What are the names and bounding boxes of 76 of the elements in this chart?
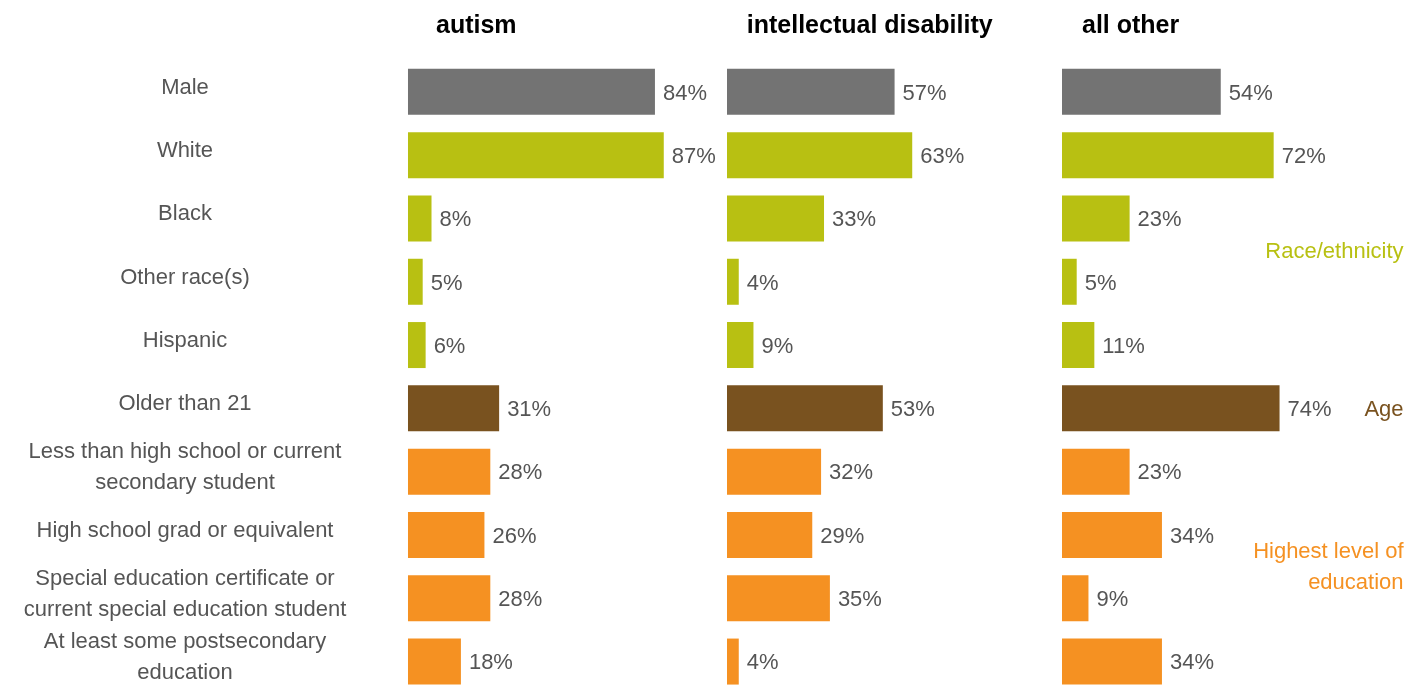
bar: [1062, 258, 1077, 305]
bar: [726, 638, 739, 685]
data-label: 53%: [890, 396, 935, 422]
bar: [1062, 511, 1162, 558]
y-tick-label: White: [156, 136, 214, 162]
data-label: 34%: [1169, 649, 1214, 675]
data-label: 9%: [761, 332, 794, 358]
bar: [1062, 448, 1130, 495]
bar: [407, 385, 500, 432]
bar: [1062, 575, 1089, 622]
data-label: 28%: [498, 586, 543, 612]
data-label: 23%: [1137, 206, 1182, 232]
bar: [407, 322, 426, 369]
y-tick-label: High school grad or equivalent: [36, 516, 334, 542]
bar: [1062, 322, 1095, 369]
y-tick-label: Less than high school or current secondary student: [28, 437, 342, 494]
bar: [407, 68, 655, 115]
bar: [726, 258, 739, 305]
bar: [726, 385, 883, 432]
y-tick-label: Hispanic: [142, 326, 228, 352]
data-label: 34%: [1169, 522, 1214, 548]
data-label: 63%: [919, 142, 964, 168]
bar: [726, 195, 824, 242]
bar: [407, 258, 423, 305]
data-label: 29%: [820, 522, 865, 548]
bar: [1062, 68, 1221, 115]
bar: [407, 638, 461, 685]
bar: [1062, 132, 1274, 179]
bar: [726, 575, 830, 622]
bar: [407, 575, 491, 622]
data-label: 9%: [1096, 586, 1129, 612]
annotation: Highest level of education: [1252, 537, 1404, 597]
y-tick-label: Special education certificate or current special education student: [23, 564, 347, 621]
data-label: 32%: [828, 459, 873, 485]
data-label: 87%: [671, 142, 716, 168]
bar: [407, 448, 491, 495]
chart-title: autism: [436, 10, 517, 39]
bar: [726, 68, 895, 115]
data-label: 18%: [468, 649, 513, 675]
data-label: 4%: [746, 269, 779, 295]
y-tick-label: Black: [158, 199, 213, 225]
data-label: 54%: [1228, 79, 1273, 105]
data-label: 5%: [1084, 269, 1117, 295]
y-tick-label: Older than 21: [118, 389, 252, 415]
bar: [407, 132, 664, 179]
data-label: 74%: [1287, 396, 1332, 422]
data-label: 84%: [662, 79, 707, 105]
bar: [1062, 195, 1130, 242]
bar: [1062, 638, 1162, 685]
bar: [726, 448, 821, 495]
data-label: 33%: [831, 206, 876, 232]
data-label: 57%: [902, 79, 947, 105]
data-label: 28%: [498, 459, 543, 485]
y-tick-label: At least some postsecondary education: [43, 627, 327, 684]
y-tick-label: Male: [161, 73, 209, 99]
bar: [407, 195, 432, 242]
data-label: 6%: [433, 332, 466, 358]
bar: [726, 511, 813, 558]
data-label: 35%: [837, 586, 882, 612]
data-label: 5%: [430, 269, 463, 295]
data-label: 4%: [746, 649, 779, 675]
bar: [1062, 385, 1280, 432]
chart-title: all other: [1082, 10, 1180, 39]
bar: [407, 511, 485, 558]
data-label: 26%: [492, 522, 537, 548]
y-tick-label: Other race(s): [120, 263, 250, 289]
data-label: 23%: [1137, 459, 1182, 485]
data-label: 11%: [1102, 332, 1145, 358]
bar: [726, 322, 754, 369]
data-label: 8%: [439, 206, 472, 232]
data-label: 31%: [507, 396, 552, 422]
annotation: Race/ethnicity: [1265, 236, 1404, 265]
bar: [726, 132, 912, 179]
chart-title: intellectual disability: [746, 10, 993, 39]
data-label: 72%: [1281, 142, 1326, 168]
text: Age: [1364, 394, 1404, 423]
